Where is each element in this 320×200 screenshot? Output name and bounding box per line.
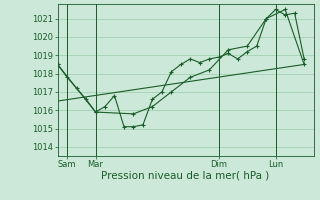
X-axis label: Pression niveau de la mer( hPa ): Pression niveau de la mer( hPa ) (101, 171, 270, 181)
